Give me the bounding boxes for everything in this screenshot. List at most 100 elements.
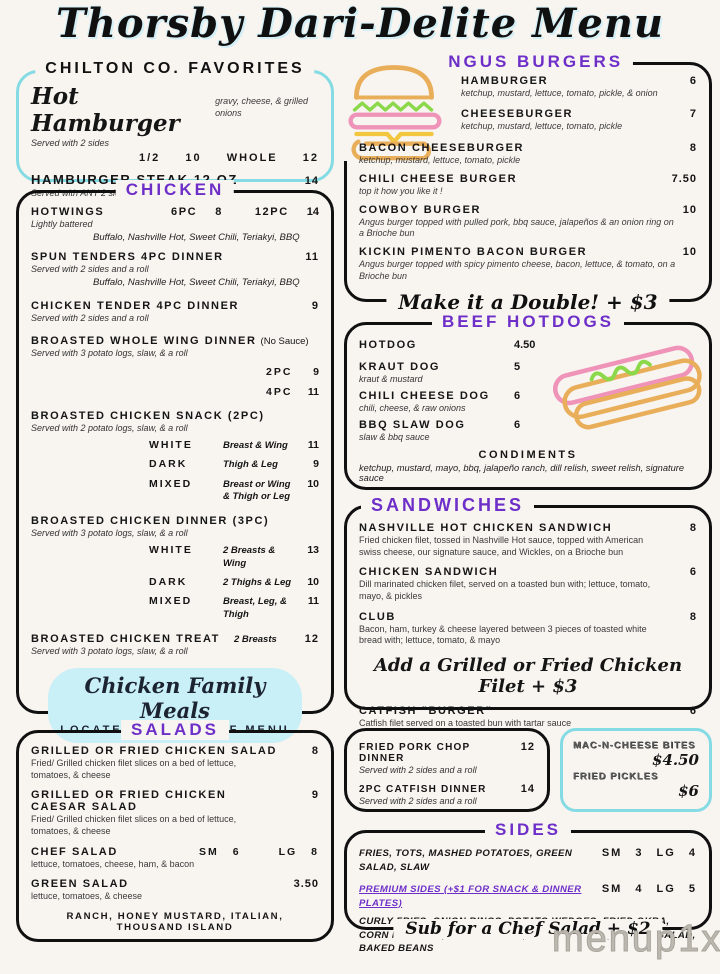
item-price: 6 bbox=[232, 845, 241, 858]
burger-row: BACON CHEESEBURGER 8 bbox=[359, 142, 697, 154]
item-name: CHILI CHEESE DOG bbox=[359, 390, 490, 402]
item-price: 6 bbox=[689, 75, 697, 87]
basic-sides-row: FRIES, TOTS, MASHED POTATOES, GREEN SALA… bbox=[359, 847, 697, 875]
half-label: 1/2 bbox=[139, 152, 161, 164]
burger-row: HAMBURGER 6 bbox=[461, 75, 697, 87]
spun-tenders-row: SPUN TENDERS 4PC DINNER 11 bbox=[31, 251, 319, 263]
item-desc: Fried chicken filet, tossed in Nashville… bbox=[359, 535, 644, 557]
sandwich-row: CLUB 8 bbox=[359, 611, 697, 623]
sides-header: SIDES bbox=[484, 820, 572, 840]
favorites-header: CHILTON CO. FAVORITES bbox=[35, 60, 315, 78]
item-name: CATFISH "BURGER" bbox=[359, 705, 493, 718]
item-price: 7 bbox=[689, 107, 697, 120]
item-name: GRILLED OR FRIED CHICKEN CAESAR SALAD bbox=[31, 789, 227, 814]
variant-label: MIXED bbox=[149, 477, 193, 490]
burger-row: CHILI CHEESE BURGER 7.50 bbox=[359, 173, 697, 185]
sandwiches-box: SANDWICHES NASHVILLE HOT CHICKEN SANDWIC… bbox=[344, 495, 712, 728]
double-note: Make it a Double! + $3 bbox=[386, 290, 670, 314]
variant-desc: Thigh & Leg bbox=[223, 459, 278, 471]
chicken-header: CHICKEN bbox=[115, 180, 235, 200]
item-price: 9 bbox=[313, 458, 319, 471]
item-desc: top it how you like it ! bbox=[359, 186, 443, 197]
sides-box: SIDES FRIES, TOTS, MASHED POTATOES, GREE… bbox=[344, 820, 712, 954]
menupix-watermark: menup1x bbox=[551, 918, 720, 961]
item-desc: ketchup, mustard, lettuce, tomato, pickl… bbox=[461, 120, 623, 131]
item-name: CHEF SALAD bbox=[31, 845, 118, 858]
item-price: $6 bbox=[678, 782, 699, 800]
item-desc: Angus burger topped with pulled pork, bb… bbox=[359, 216, 674, 239]
item-price: 8 bbox=[311, 745, 319, 757]
item-desc: lettuce, tomatoes, & cheese bbox=[31, 891, 143, 902]
item-price: 6 bbox=[514, 390, 521, 402]
item-price: 5 bbox=[514, 361, 521, 373]
salad-row: GRILLED OR FRIED CHICKEN SALAD 8 bbox=[31, 745, 319, 757]
salads-header: SALADS bbox=[121, 720, 229, 740]
variant-label: DARK bbox=[149, 576, 188, 589]
item-price: 6 bbox=[514, 419, 521, 431]
item-desc: kraut & mustard bbox=[359, 374, 423, 384]
hotdogs-box: BEEF HOTDOGS HOTDOG 4.50 KRAUT DOG 5 kra… bbox=[344, 312, 712, 490]
item-sub: Served with 2 potato logs, slaw, & a rol… bbox=[31, 423, 188, 433]
item-name: BBQ SLAW DOG bbox=[359, 419, 466, 431]
item-price: 12 bbox=[304, 633, 319, 646]
hot-hamburger-desc: gravy, cheese, & grilled onions bbox=[215, 96, 309, 118]
dinner-dark-row: DARK 2 Thighs & Leg 10 bbox=[31, 576, 319, 589]
item-price: 8 bbox=[689, 142, 697, 155]
snack-row: BROASTED CHICKEN SNACK (2PC) bbox=[31, 410, 319, 422]
item-sub: Served with 3 potato logs, slaw, & a rol… bbox=[31, 528, 188, 539]
hotdog-neon-icon bbox=[547, 339, 707, 439]
hot-hamburger-name: Hot Hamburger bbox=[31, 83, 180, 137]
item-price: 10 bbox=[682, 246, 697, 259]
item-name: KICKIN PIMENTO BACON BURGER bbox=[359, 246, 588, 259]
chicken-tender-row: CHICKEN TENDER 4PC DINNER 9 bbox=[31, 300, 319, 312]
size-label: 6PC bbox=[171, 206, 198, 218]
chicken-box: CHICKEN HOTWINGS 6PC 8 12PC 14 Lightly b… bbox=[16, 180, 334, 744]
item-price: 14 bbox=[520, 783, 535, 795]
dinner-item-row: FRIED PORK CHOP DINNER 12 bbox=[359, 741, 535, 764]
item-desc: Angus burger topped with spicy pimento c… bbox=[359, 259, 676, 281]
item-price: 12 bbox=[520, 741, 535, 753]
snack-mixed-row: MIXED Breast or Wing & Thigh or Leg 10 bbox=[31, 478, 319, 504]
variant-label: WHITE bbox=[149, 544, 193, 557]
variant-desc: Breast & Wing bbox=[223, 440, 288, 451]
item-price: 9 bbox=[313, 366, 319, 378]
whole-label: WHOLE bbox=[226, 152, 278, 164]
hotdog-row: BBQ SLAW DOG 6 bbox=[359, 419, 594, 431]
item-desc: Served with 2 sides and a roll bbox=[359, 796, 477, 806]
item-name: BACON CHEESEBURGER bbox=[359, 142, 525, 155]
item-desc: Fried/ Grilled chicken filet slices on a… bbox=[31, 758, 237, 780]
burgers-box: ANGUS BURGERS HAMBURGER 6 ketchup, musta… bbox=[341, 52, 712, 314]
page-title: Thorsby Dari-Delite Menu bbox=[55, 0, 664, 47]
item-name: CHEESEBURGER bbox=[461, 107, 574, 120]
item-name: KRAUT DOG bbox=[359, 361, 441, 373]
variant-label: DARK bbox=[149, 458, 188, 471]
item-desc: Fried/ Grilled chicken filet slices on a… bbox=[31, 814, 237, 837]
item-name: GRILLED OR FRIED CHICKEN SALAD bbox=[31, 745, 277, 757]
item-sub: Served with 2 sides and a roll bbox=[31, 264, 149, 274]
family-meals-title: Chicken Family Meals bbox=[84, 673, 266, 724]
burger-neon-icon bbox=[341, 55, 447, 161]
item-name: FRIED PORK CHOP DINNER bbox=[359, 742, 471, 764]
item-price: 11 bbox=[307, 595, 319, 608]
item-name: BROASTED CHICKEN TREAT bbox=[31, 633, 220, 646]
item-desc: chili, cheese, & raw onions bbox=[359, 403, 466, 413]
variant-desc: Breast, Leg, & Thigh bbox=[223, 596, 287, 620]
item-name: FRIED PICKLES bbox=[573, 771, 659, 782]
item-flavors: Buffalo, Nashville Hot, Sweet Chili, Ter… bbox=[93, 232, 300, 243]
item-name: GREEN SALAD bbox=[31, 878, 129, 891]
premium-sides-prices: SM 4 LG 5 bbox=[601, 882, 697, 895]
burger-row: CHEESEBURGER 7 bbox=[461, 108, 697, 120]
condiments-header: CONDIMENTS bbox=[478, 449, 578, 461]
item-name: HAMBURGER bbox=[461, 75, 549, 87]
item-name: MAC-N-CHEESE BITES bbox=[573, 740, 696, 751]
favorites-box: CHILTON CO. FAVORITES Hot Hamburger grav… bbox=[16, 60, 334, 198]
item-name: 2PC CATFISH DINNER bbox=[359, 784, 487, 795]
item-name: HOTDOG bbox=[359, 339, 417, 351]
item-price: 6 bbox=[689, 566, 697, 579]
item-desc: ketchup, mustard, lettuce, tomato, pickl… bbox=[461, 88, 658, 98]
item-price: 10 bbox=[307, 477, 319, 490]
item-price: 8 bbox=[689, 522, 697, 534]
salad-row: GRILLED OR FRIED CHICKEN CAESAR SALAD 9 bbox=[31, 789, 319, 813]
item-price: 9 bbox=[311, 300, 319, 312]
condiments-list: ketchup, mustard, mayo, bbq, jalapeño ra… bbox=[359, 463, 685, 483]
